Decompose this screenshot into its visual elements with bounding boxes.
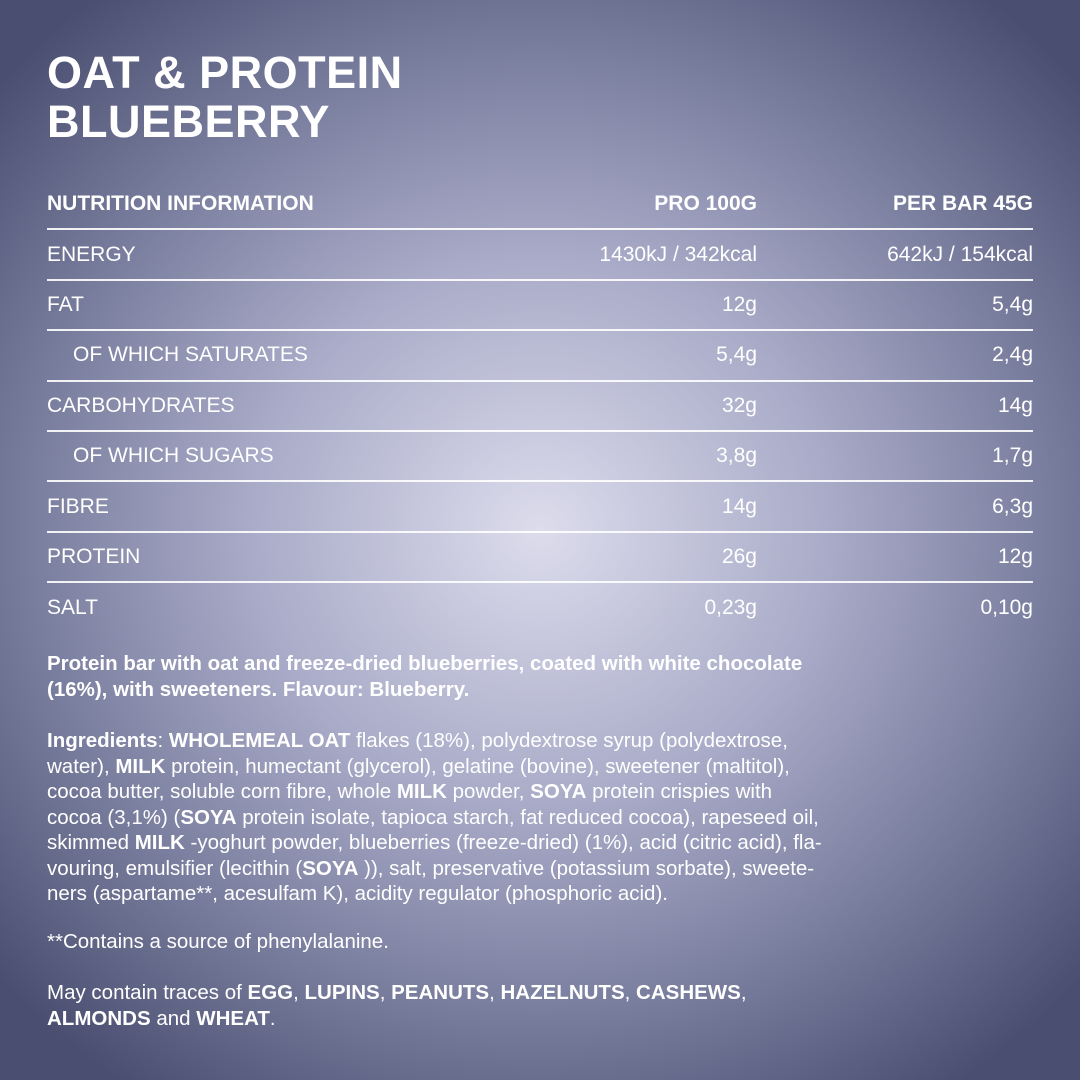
row-label: OF WHICH SUGARS xyxy=(73,444,274,468)
text: . xyxy=(269,1006,276,1030)
text-line: Protein bar with oat and freeze-dried bl… xyxy=(47,651,802,677)
value-per-bar: 642kJ / 154kcal xyxy=(887,242,1033,266)
bold-text: SOYA xyxy=(530,780,587,803)
description-paragraph: Protein bar with oat and freeze-dried bl… xyxy=(47,651,802,702)
row-label: OF WHICH SATURATES xyxy=(73,343,308,367)
text: , xyxy=(740,981,747,1004)
bold-text: WHEAT xyxy=(196,1006,270,1030)
value-per-100g: 1430kJ / 342kcal xyxy=(599,242,757,266)
table-row: OF WHICH SATURATES 5,4g 2,4g xyxy=(47,331,1033,382)
row-label: PROTEIN xyxy=(47,544,141,568)
text: water), xyxy=(47,754,116,778)
nutrition-table: NUTRITION INFORMATION PRO 100G PER BAR 4… xyxy=(47,180,1033,634)
product-title: OAT & PROTEIN BLUEBERRY xyxy=(47,48,403,146)
row-label: SALT xyxy=(47,596,98,620)
text-line: water), MILK protein, humectant (glycero… xyxy=(47,754,822,780)
value-per-bar: 2,4g xyxy=(992,343,1033,367)
text-line: vouring, emulsifier (lecithin (SOYA )), … xyxy=(47,856,822,882)
bold-text: SOYA xyxy=(302,856,359,880)
value-per-100g: 26g xyxy=(721,544,757,568)
header-per-bar: PER BAR 45G xyxy=(892,192,1033,216)
table-row: ENERGY 1430kJ / 342kcal 642kJ / 154kcal xyxy=(47,230,1033,281)
text: protein isolate, tapioca starch, fat red… xyxy=(236,805,819,829)
text: ners (aspartame**, acesulfam K), acidity… xyxy=(47,882,668,905)
text: , xyxy=(293,981,305,1004)
text: **Contains a source of phenylalanine. xyxy=(47,930,389,953)
text: protein, humectant (glycerol), gelatine … xyxy=(165,754,790,778)
bold-text: WHOLEMEAL OAT xyxy=(168,729,351,752)
table-row: FIBRE 14g 6,3g xyxy=(47,482,1033,533)
bold-text: Protein bar with oat and freeze-dried bl… xyxy=(47,652,803,675)
bold-text: CASHEWS xyxy=(636,981,741,1004)
text-line: ners (aspartame**, acesulfam K), acidity… xyxy=(47,881,822,907)
header-per-100g: PRO 100G xyxy=(654,192,757,216)
table-row: OF WHICH SUGARS 3,8g 1,7g xyxy=(47,432,1033,483)
bold-text: Ingredients xyxy=(47,729,158,752)
value-per-bar: 0,10g xyxy=(980,596,1033,620)
value-per-bar: 12g xyxy=(997,544,1033,568)
text: powder, xyxy=(446,780,531,803)
value-per-bar: 1,7g xyxy=(992,444,1033,468)
text: : xyxy=(157,729,169,752)
bold-text: (16%), with sweeteners. Flavour: Blueber… xyxy=(47,677,470,701)
text: cocoa butter, soluble corn fibre, whole xyxy=(47,780,397,803)
value-per-100g: 12g xyxy=(721,292,757,316)
value-per-bar: 14g xyxy=(997,393,1033,417)
bold-text: PEANUTS xyxy=(391,981,490,1004)
traces-note: May contain traces of EGG, LUPINS, PEANU… xyxy=(47,980,747,1031)
phenylalanine-note: **Contains a source of phenylalanine. xyxy=(47,929,389,955)
text: , xyxy=(379,981,392,1004)
text: and xyxy=(150,1006,197,1030)
text: vouring, emulsifier (lecithin ( xyxy=(47,856,303,880)
value-per-100g: 14g xyxy=(721,494,757,518)
text: skimmed xyxy=(47,831,135,854)
text: cocoa (3,1%) ( xyxy=(47,805,181,829)
row-label: CARBOHYDRATES xyxy=(47,393,235,417)
bold-text: MILK xyxy=(115,754,166,778)
value-per-100g: 3,8g xyxy=(716,444,757,468)
text-line: May contain traces of EGG, LUPINS, PEANU… xyxy=(47,980,747,1006)
text-line: cocoa (3,1%) (SOYA protein isolate, tapi… xyxy=(47,805,822,831)
value-per-100g: 0,23g xyxy=(704,596,757,620)
value-per-bar: 6,3g xyxy=(992,494,1033,518)
text: protein crispies with xyxy=(586,780,773,803)
table-row: PROTEIN 26g 12g xyxy=(47,533,1033,584)
row-label: FAT xyxy=(47,292,84,316)
table-row: SALT 0,23g 0,10g xyxy=(47,583,1033,633)
value-per-100g: 5,4g xyxy=(716,343,757,367)
table-row: FAT 12g 5,4g xyxy=(47,281,1033,332)
bold-text: MILK xyxy=(134,831,185,854)
text-line: skimmed MILK -yoghurt powder, blueberrie… xyxy=(47,830,822,856)
text: flakes (18%), polydextrose syrup (polyde… xyxy=(350,729,788,752)
ingredients-paragraph: Ingredients: WHOLEMEAL OAT flakes (18%),… xyxy=(47,728,822,907)
table-row: CARBOHYDRATES 32g 14g xyxy=(47,382,1033,432)
bold-text: EGG xyxy=(247,981,294,1004)
text-line: Ingredients: WHOLEMEAL OAT flakes (18%),… xyxy=(47,728,822,754)
text: , xyxy=(624,981,637,1004)
bold-text: HAZELNUTS xyxy=(500,981,625,1004)
text-line: **Contains a source of phenylalanine. xyxy=(47,929,389,955)
text: )), salt, preservative (potassium sorbat… xyxy=(358,856,815,880)
bold-text: SOYA xyxy=(180,805,237,829)
text: , xyxy=(489,981,501,1004)
title-line-2: BLUEBERRY xyxy=(47,96,330,147)
row-label: ENERGY xyxy=(47,242,136,266)
row-label: FIBRE xyxy=(47,494,109,518)
value-per-100g: 32g xyxy=(721,393,757,417)
title-line-1: OAT & PROTEIN xyxy=(47,47,403,98)
bold-text: LUPINS xyxy=(304,981,380,1004)
text-line: (16%), with sweeteners. Flavour: Blueber… xyxy=(47,677,802,703)
table-header: NUTRITION INFORMATION PRO 100G PER BAR 4… xyxy=(47,180,1033,231)
text: May contain traces of xyxy=(47,981,248,1004)
bold-text: ALMONDS xyxy=(47,1006,151,1030)
value-per-bar: 5,4g xyxy=(992,292,1033,316)
bold-text: MILK xyxy=(396,780,447,803)
header-nutrition-information: NUTRITION INFORMATION xyxy=(47,192,314,216)
text-line: cocoa butter, soluble corn fibre, whole … xyxy=(47,779,822,805)
text: -yoghurt powder, blueberries (freeze-dri… xyxy=(184,831,822,854)
text-line: ALMONDS and WHEAT. xyxy=(47,1006,747,1032)
